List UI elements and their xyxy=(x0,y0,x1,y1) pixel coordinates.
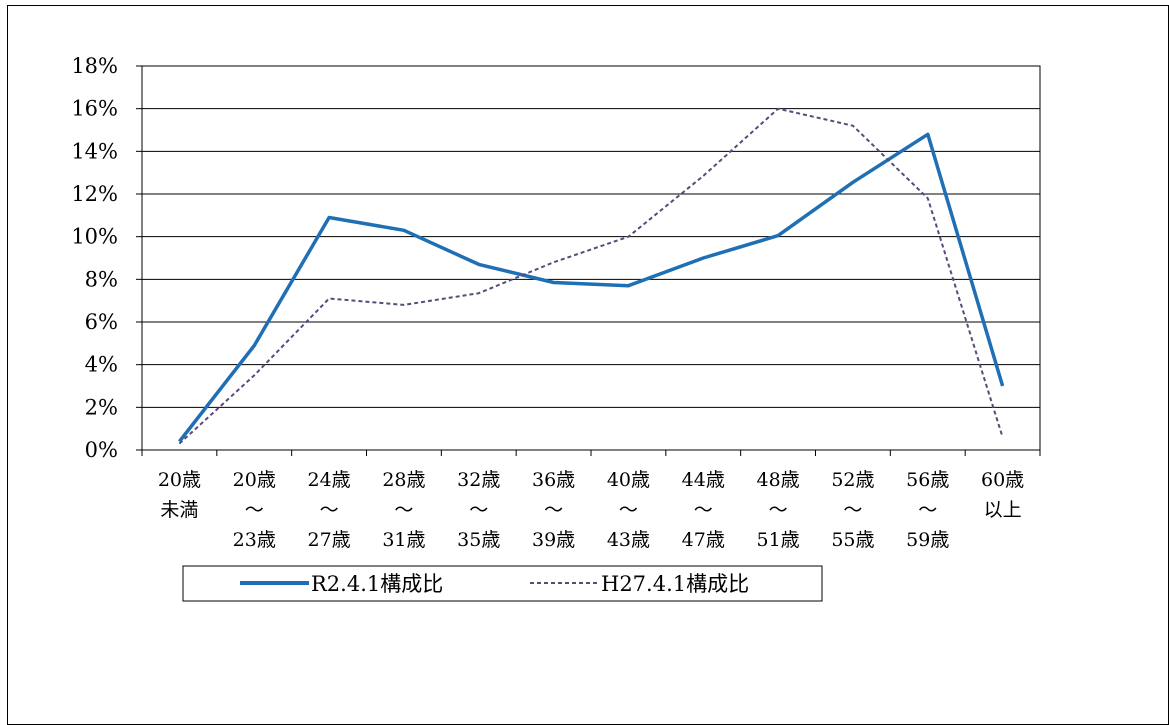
series-lines xyxy=(179,109,1002,444)
x-tick-label-line: ～ xyxy=(320,499,339,521)
y-tick-label: 10% xyxy=(71,225,118,249)
x-tick-label-line: 59歳 xyxy=(906,529,949,551)
x-tick-label-line: 39歳 xyxy=(532,529,575,551)
y-tick-label: 18% xyxy=(71,54,118,78)
x-tick-label-line: ～ xyxy=(469,499,488,521)
x-tick-label-line: 60歳 xyxy=(981,469,1024,491)
y-tick-label: 12% xyxy=(71,182,118,206)
x-tick-label: 28歳 ～ 31歳 xyxy=(382,469,425,551)
y-tick-label: 16% xyxy=(71,97,118,121)
x-tick-label-line: 36歳 xyxy=(532,469,575,491)
x-tick-label-line: 28歳 xyxy=(382,469,425,491)
series-line-1 xyxy=(179,109,1002,444)
x-tick-label-line: 35歳 xyxy=(457,529,500,551)
y-tick-label: 14% xyxy=(71,139,118,163)
x-tick-label-line: 43歳 xyxy=(607,529,650,551)
y-tick-label: 2% xyxy=(85,395,118,419)
x-tick-label-line: 55歳 xyxy=(831,529,874,551)
x-tick-label-line: ～ xyxy=(245,499,264,521)
x-tick-label: 36歳 ～ 39歳 xyxy=(532,469,575,551)
x-tick-label-line: 未満 xyxy=(160,499,198,521)
x-tick-label-line: 以上 xyxy=(984,499,1022,521)
x-tick-label-line: 56歳 xyxy=(906,469,949,491)
x-tick-label-line: 24歳 xyxy=(307,469,350,491)
y-tick-label: 6% xyxy=(85,310,118,334)
x-tick-label-line: 27歳 xyxy=(307,529,350,551)
x-tick-label: 24歳 ～ 27歳 xyxy=(307,469,350,551)
plot-area xyxy=(142,66,1040,450)
x-tick-label-line: 44歳 xyxy=(682,469,725,491)
x-tick-label-line: ～ xyxy=(694,499,713,521)
y-tick-label: 4% xyxy=(85,353,118,377)
x-tick-labels: 20歳未満20歳～23歳24歳～27歳28歳～31歳32歳～35歳36歳～39歳… xyxy=(158,469,1024,551)
axes xyxy=(136,66,1040,456)
legend-label-h27: H27.4.1構成比 xyxy=(601,572,749,596)
x-tick-label-line: 23歳 xyxy=(233,529,276,551)
x-tick-label-line: ～ xyxy=(843,499,862,521)
x-tick-label-line: ～ xyxy=(769,499,788,521)
x-tick-label: 40歳 ～ 43歳 xyxy=(607,469,650,551)
y-tick-labels: 0% 2% 4% 6% 8% 10% 12% 14% 16% 18% xyxy=(71,54,118,462)
x-tick-label: 60歳以上 xyxy=(981,469,1024,521)
y-tick-label: 8% xyxy=(85,267,118,291)
y-tick-label: 0% xyxy=(85,438,118,462)
x-tick-label-line: 51歳 xyxy=(756,529,799,551)
x-tick-label: 48歳 ～ 51歳 xyxy=(756,469,799,551)
x-tick-label-line: 31歳 xyxy=(382,529,425,551)
grid-lines xyxy=(142,66,1040,450)
x-tick-label-line: 48歳 xyxy=(756,469,799,491)
legend: R2.4.1構成比 H27.4.1構成比 xyxy=(183,566,822,601)
series-line-0 xyxy=(179,134,1002,441)
legend-label-r2: R2.4.1構成比 xyxy=(311,572,443,596)
x-tick-label: 20歳未満 xyxy=(158,469,201,521)
x-tick-label-line: ～ xyxy=(544,499,563,521)
x-tick-label-line: ～ xyxy=(918,499,937,521)
x-tick-label-line: 20歳 xyxy=(233,469,276,491)
x-tick-label: 20歳 ～ 23歳 xyxy=(233,469,276,551)
x-tick-label: 32歳 ～ 35歳 xyxy=(457,469,500,551)
x-tick-label: 52歳 ～ 55歳 xyxy=(831,469,874,551)
x-tick-label-line: 40歳 xyxy=(607,469,650,491)
x-tick-label-line: 52歳 xyxy=(831,469,874,491)
x-tick-label-line: 20歳 xyxy=(158,469,201,491)
x-tick-label-line: ～ xyxy=(619,499,638,521)
x-tick-label-line: 47歳 xyxy=(682,529,725,551)
x-tick-label: 56歳 ～ 59歳 xyxy=(906,469,949,551)
x-tick-label: 44歳 ～ 47歳 xyxy=(682,469,725,551)
x-tick-label-line: 32歳 xyxy=(457,469,500,491)
x-tick-label-line: ～ xyxy=(394,499,413,521)
